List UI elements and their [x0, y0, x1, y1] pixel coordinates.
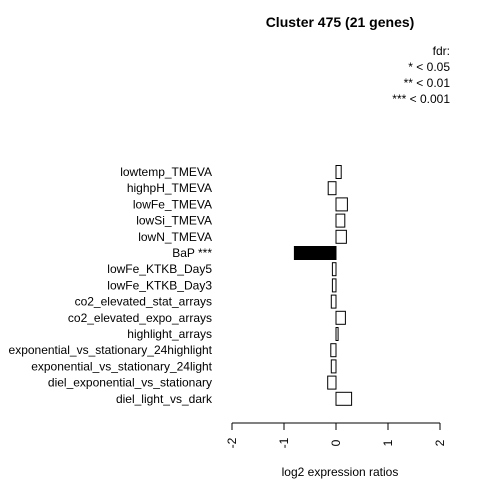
x-tick-label-3: 1: [381, 439, 395, 446]
category-label-5: BaP ***: [172, 246, 212, 260]
category-label-12: exponential_vs_stationary_24light: [31, 359, 212, 373]
bar-7: [331, 278, 337, 293]
category-labels: lowtemp_TMEVA highpH_TMEVA lowFe_TMEVA lowS…: [9, 165, 213, 406]
bar-8: [330, 294, 337, 309]
bar-2: [335, 197, 348, 212]
legend-entry-3: *** < 0.001: [392, 92, 450, 106]
category-label-6: lowFe_KTKB_Day5: [107, 262, 212, 276]
category-label-1: highpH_TMEVA: [127, 181, 212, 195]
bar-12: [330, 359, 337, 374]
category-label-9: co2_elevated_expo_arrays: [68, 311, 212, 325]
bar-4: [335, 229, 347, 244]
bar-11: [330, 343, 337, 358]
chart-title: Cluster 475 (21 genes): [266, 14, 415, 30]
bar-0: [335, 165, 342, 179]
legend-title: fdr:: [433, 44, 450, 58]
x-tick-label-2: 0: [329, 439, 343, 446]
category-label-11: exponential_vs_stationary_24highlight: [9, 343, 213, 357]
x-tick-label-0: -2: [225, 437, 239, 448]
bar-13: [327, 375, 337, 390]
category-label-2: lowFe_TMEVA: [133, 197, 212, 211]
bar-6: [331, 262, 337, 277]
x-axis: -2 -1 0 1 2: [225, 422, 447, 448]
bar-14: [335, 391, 353, 406]
bar-1: [327, 181, 337, 196]
category-label-8: co2_elevated_stat_arrays: [75, 295, 212, 309]
category-label-10: highlight_arrays: [127, 327, 212, 341]
bar-3: [335, 213, 346, 228]
legend-entry-2: ** < 0.01: [404, 76, 451, 90]
category-label-0: lowtemp_TMEVA: [120, 165, 212, 179]
legend: fdr: * < 0.05 ** < 0.01 *** < 0.001: [392, 44, 450, 106]
category-label-7: lowFe_KTKB_Day3: [107, 278, 212, 292]
x-axis-title: log2 expression ratios: [282, 465, 399, 479]
bar-10: [335, 327, 339, 341]
bar-9: [335, 310, 346, 325]
category-label-3: lowSi_TMEVA: [136, 214, 212, 228]
legend-entry-1: * < 0.05: [408, 60, 450, 74]
category-label-4: lowN_TMEVA: [138, 230, 212, 244]
category-label-14: diel_light_vs_dark: [116, 392, 213, 406]
x-tick-label-1: -1: [277, 437, 291, 448]
category-label-13: diel_exponential_vs_stationary: [48, 376, 212, 390]
x-tick-label-4: 2: [433, 439, 447, 446]
bars: [293, 165, 353, 406]
bar-5: [293, 246, 337, 260]
